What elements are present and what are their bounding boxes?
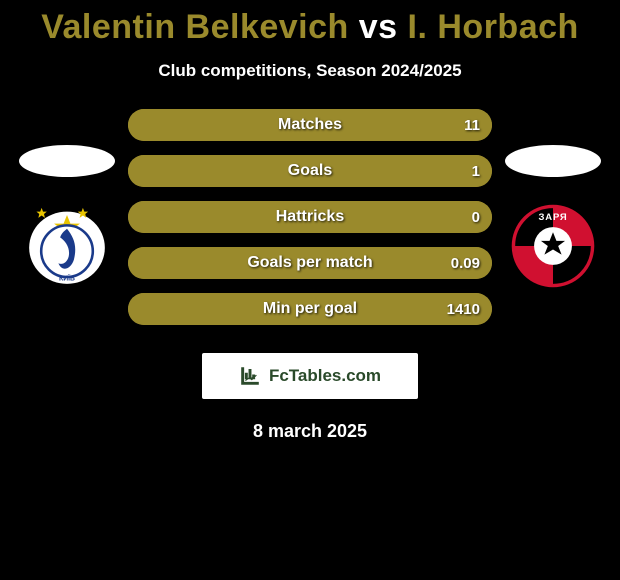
brand-text: FcTables.com <box>269 366 381 386</box>
stat-label: Goals per match <box>128 254 492 272</box>
stat-bar: Min per goal1410 <box>128 293 492 325</box>
date-text: 8 march 2025 <box>0 421 620 442</box>
stat-label: Goals <box>128 162 492 180</box>
page-title: Valentin Belkevich vs I. Horbach <box>0 0 620 47</box>
chart-icon <box>239 365 261 387</box>
club-right-logo: ЗАРЯ <box>505 203 601 289</box>
stat-value-right: 0.09 <box>451 255 480 272</box>
stat-value-right: 1 <box>472 163 480 180</box>
svg-text:КИЇВ: КИЇВ <box>59 274 75 282</box>
player-right-silhouette <box>505 145 601 177</box>
brand-badge: FcTables.com <box>202 353 418 399</box>
stat-bars: Matches11 Goals1 Hattricks0 Goals per match… <box>122 109 498 325</box>
stat-bar: Hattricks0 <box>128 201 492 233</box>
stat-bar: Goals per match0.09 <box>128 247 492 279</box>
right-side: ЗАРЯ <box>498 145 608 289</box>
left-side: КИЇВ <box>12 145 122 289</box>
stat-value-right: 1410 <box>447 301 480 318</box>
comparison-panel: КИЇВ Matches11 Goals1 Hattricks0 Goals per … <box>0 109 620 325</box>
stat-bar: Goals1 <box>128 155 492 187</box>
club-left-logo: КИЇВ <box>19 203 115 289</box>
player-left-silhouette <box>19 145 115 177</box>
stat-label: Hattricks <box>128 208 492 226</box>
subtitle: Club competitions, Season 2024/2025 <box>0 61 620 81</box>
stat-label: Matches <box>128 116 492 134</box>
stat-bar: Matches11 <box>128 109 492 141</box>
stat-label: Min per goal <box>128 300 492 318</box>
stat-value-right: 0 <box>472 209 480 226</box>
svg-text:ЗАРЯ: ЗАРЯ <box>538 212 567 223</box>
stat-value-right: 11 <box>464 117 480 134</box>
